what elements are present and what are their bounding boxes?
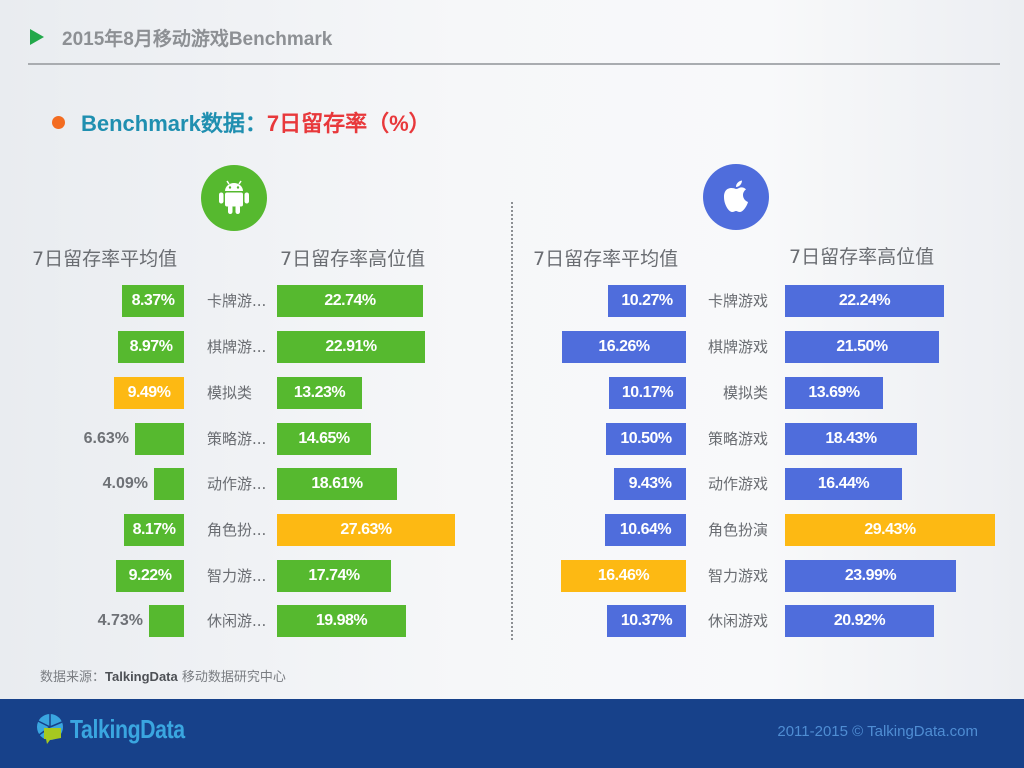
android-icon [201,165,267,231]
ios-high-header: 7日留存率高位值 [789,246,935,268]
android-high-bar: 14.65% [277,423,371,455]
android-avg-bar [135,423,184,455]
ios-category-label: 卡牌游戏 [707,292,768,310]
slide-title: 2015年8月移动游戏Benchmark [62,28,333,50]
android-avg-bar: 8.37% [122,285,184,317]
platform-divider [511,202,513,640]
ios-category-label: 智力游戏 [707,567,768,585]
source-org: 移动数据研究中心 [177,670,286,685]
android-category-label: 角色扮... [207,521,267,539]
source-label: 数据来源： [40,670,106,685]
header-divider [28,63,1000,65]
ios-avg-bar: 16.26% [562,331,686,363]
android-category-label: 休闲游... [207,612,267,630]
android-avg-value: 6.63% [83,430,129,447]
section-subtitle: Benchmark数据： 7日留存率（%） [52,106,431,138]
android-avg-bar: 8.97% [118,331,184,363]
android-avg-bar [154,468,184,500]
ios-category-label: 棋牌游戏 [707,338,768,356]
android-avg-value: 4.73% [97,612,143,629]
ios-category-label: 模拟类 [722,384,768,402]
ios-high-bar: 16.44% [785,468,902,500]
android-high-bar: 19.98% [277,605,406,637]
ios-high-bar: 21.50% [785,331,939,363]
ios-avg-bar: 10.50% [606,423,686,455]
ios-category-label: 策略游戏 [707,430,768,448]
ios-high-bar: 29.43% [785,514,995,546]
ios-avg-bar: 10.17% [609,377,686,409]
subtitle-prefix: Benchmark数据： [81,111,267,136]
android-high-bar: 27.63% [277,514,455,546]
ios-avg-bar: 10.37% [607,605,686,637]
source-brand: TalkingData [105,669,178,684]
android-avg-bar [149,605,184,637]
subtitle-metric: 7日留存率（%） [266,111,431,136]
android-high-header: 7日留存率高位值 [280,248,426,270]
android-category-label: 卡牌游... [207,292,267,310]
ios-category-label: 角色扮演 [707,521,768,539]
talkingdata-logo: TalkingData [34,713,210,745]
ios-high-bar: 18.43% [785,423,917,455]
play-arrow-icon [30,29,44,45]
ios-avg-bar: 9.43% [614,468,686,500]
android-category-label: 动作游... [207,475,267,493]
copyright-text: 2011-2015 © TalkingData.com [777,723,978,740]
android-avg-header: 7日留存率平均值 [32,248,178,270]
talkingdata-logo-icon [37,714,63,744]
android-category-label: 策略游... [207,430,267,448]
ios-high-bar: 20.92% [785,605,934,637]
android-high-bar: 22.91% [277,331,425,363]
ios-category-label: 休闲游戏 [707,612,768,630]
android-avg-bar: 9.49% [114,377,184,409]
ios-avg-bar: 16.46% [561,560,686,592]
android-avg-bar: 8.17% [124,514,184,546]
ios-high-bar: 13.69% [785,377,883,409]
ios-category-label: 动作游戏 [707,475,768,493]
ios-avg-bar: 10.64% [605,514,686,546]
android-avg-bar: 9.22% [116,560,184,592]
apple-icon [703,164,769,230]
ios-avg-bar: 10.27% [608,285,686,317]
android-avg-value: 4.09% [102,475,148,492]
bullet-dot-icon [52,115,65,129]
footer-bar: TalkingData 2011-2015 © TalkingData.com [0,699,1024,768]
android-high-bar: 13.23% [277,377,362,409]
logo-wordmark: TalkingData [70,713,185,744]
ios-high-bar: 22.24% [785,285,944,317]
ios-high-bar: 23.99% [785,560,956,592]
android-high-bar: 18.61% [277,468,397,500]
android-category-label: 棋牌游... [207,338,267,356]
android-category-label: 模拟类 [207,384,253,402]
android-high-bar: 17.74% [277,560,391,592]
data-source: 数据来源：TalkingData 移动数据研究中心 [40,666,286,685]
android-category-label: 智力游... [207,567,267,585]
slide-header: 2015年8月移动游戏Benchmark [30,24,332,50]
android-high-bar: 22.74% [277,285,423,317]
ios-avg-header: 7日留存率平均值 [533,248,679,270]
